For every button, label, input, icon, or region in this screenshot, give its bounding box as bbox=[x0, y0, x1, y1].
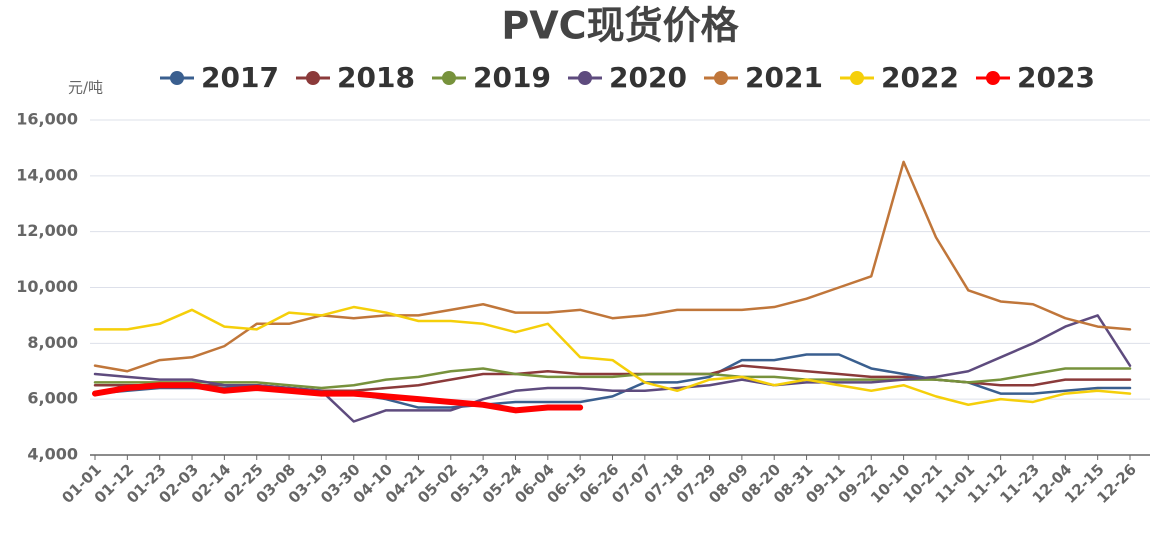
legend-label: 2023 bbox=[1017, 61, 1095, 94]
legend-marker bbox=[578, 71, 592, 85]
series-line bbox=[93, 314, 1132, 423]
legend-marker bbox=[170, 71, 184, 85]
legend-label: 2021 bbox=[745, 61, 823, 94]
series-line bbox=[93, 160, 1132, 373]
legend-label: 2018 bbox=[337, 61, 415, 94]
series-line bbox=[92, 382, 584, 414]
y-tick-label: 14,000 bbox=[16, 165, 78, 184]
legend-label: 2019 bbox=[473, 61, 551, 94]
chart-title: PVC现货价格 bbox=[501, 4, 739, 48]
series-line bbox=[93, 367, 1132, 390]
legend-label: 2017 bbox=[201, 61, 279, 94]
y-tick-label: 12,000 bbox=[16, 221, 78, 240]
y-tick-label: 8,000 bbox=[27, 333, 78, 352]
legend-marker bbox=[442, 71, 456, 85]
legend-marker bbox=[986, 71, 1000, 85]
y-tick-label: 4,000 bbox=[27, 445, 78, 464]
series-line bbox=[93, 305, 1132, 406]
y-tick-label: 6,000 bbox=[27, 389, 78, 408]
legend-marker bbox=[714, 71, 728, 85]
legend-label: 2020 bbox=[609, 61, 687, 94]
legend-marker bbox=[306, 71, 320, 85]
legend-marker bbox=[850, 71, 864, 85]
y-tick-label: 10,000 bbox=[16, 277, 78, 296]
y-tick-label: 16,000 bbox=[16, 110, 78, 129]
y-axis-label: 元/吨 bbox=[68, 79, 103, 97]
legend-label: 2022 bbox=[881, 61, 959, 94]
